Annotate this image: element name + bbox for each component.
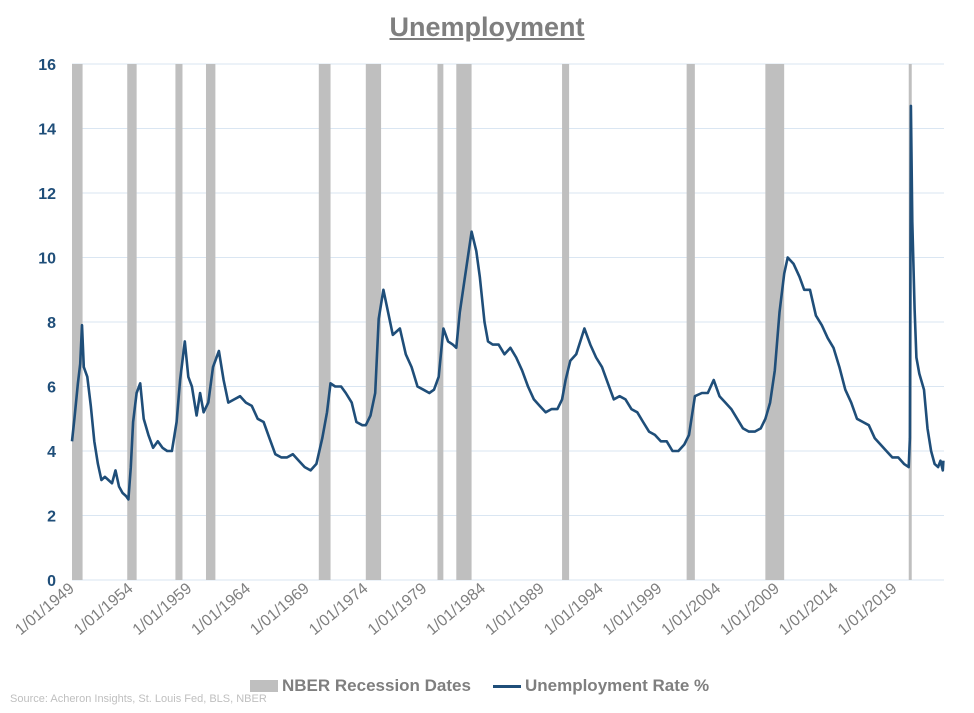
x-tick-label: 1/01/1969 bbox=[247, 580, 313, 639]
y-tick-label: 4 bbox=[47, 444, 56, 461]
legend-item-unemployment: Unemployment Rate % bbox=[492, 676, 710, 696]
y-tick-label: 8 bbox=[47, 315, 56, 332]
y-tick-label: 2 bbox=[47, 509, 56, 526]
y-tick-label: 0 bbox=[47, 573, 56, 590]
x-tick-label: 1/01/1994 bbox=[541, 580, 607, 639]
recession-band bbox=[437, 64, 444, 580]
x-tick-label: 1/01/1959 bbox=[130, 580, 196, 639]
x-tick-label: 1/01/1964 bbox=[189, 580, 255, 639]
recession-band bbox=[456, 64, 472, 580]
recession-band bbox=[72, 64, 83, 580]
x-tick-label: 1/01/1974 bbox=[306, 580, 372, 639]
x-tick-label: 1/01/1984 bbox=[424, 580, 490, 639]
chart-title: Unemployment bbox=[389, 12, 585, 42]
unemployment-line bbox=[70, 104, 945, 501]
recession-band bbox=[175, 64, 183, 580]
x-tick-label: 1/01/2014 bbox=[776, 580, 842, 639]
legend: NBER Recession Dates Unemployment Rate % bbox=[250, 676, 709, 696]
recession-band bbox=[765, 64, 785, 580]
x-tick-label: 1/01/2004 bbox=[659, 580, 725, 639]
x-tick-label: 1/01/1954 bbox=[71, 580, 137, 639]
y-tick-label: 14 bbox=[38, 122, 56, 139]
x-tick-label: 1/01/1949 bbox=[12, 580, 78, 639]
x-tick-label: 1/01/2009 bbox=[717, 580, 783, 639]
y-tick-label: 12 bbox=[38, 186, 56, 203]
y-tick-label: 16 bbox=[38, 57, 56, 74]
recession-band bbox=[318, 64, 331, 580]
x-tick-label: 1/01/1999 bbox=[600, 580, 666, 639]
x-tick-label: 1/01/1979 bbox=[365, 580, 431, 639]
legend-label: Unemployment Rate % bbox=[524, 676, 710, 695]
y-tick-label: 6 bbox=[47, 380, 56, 397]
legend-label: NBER Recession Dates bbox=[282, 676, 471, 695]
x-tick-label: 1/01/2019 bbox=[835, 580, 901, 639]
recession-band bbox=[365, 64, 382, 580]
recession-band bbox=[205, 64, 216, 580]
recession-band bbox=[562, 64, 570, 580]
y-tick-label: 10 bbox=[38, 251, 56, 268]
recession-band bbox=[686, 64, 695, 580]
legend-swatch-unemployment bbox=[492, 684, 521, 688]
x-tick-label: 1/01/1989 bbox=[482, 580, 548, 639]
legend-item-recessions: NBER Recession Dates bbox=[250, 676, 471, 696]
recession-band bbox=[127, 64, 137, 580]
source-note: Source: Acheron Insights, St. Louis Fed,… bbox=[10, 693, 267, 705]
legend-swatch-recessions bbox=[250, 680, 278, 692]
